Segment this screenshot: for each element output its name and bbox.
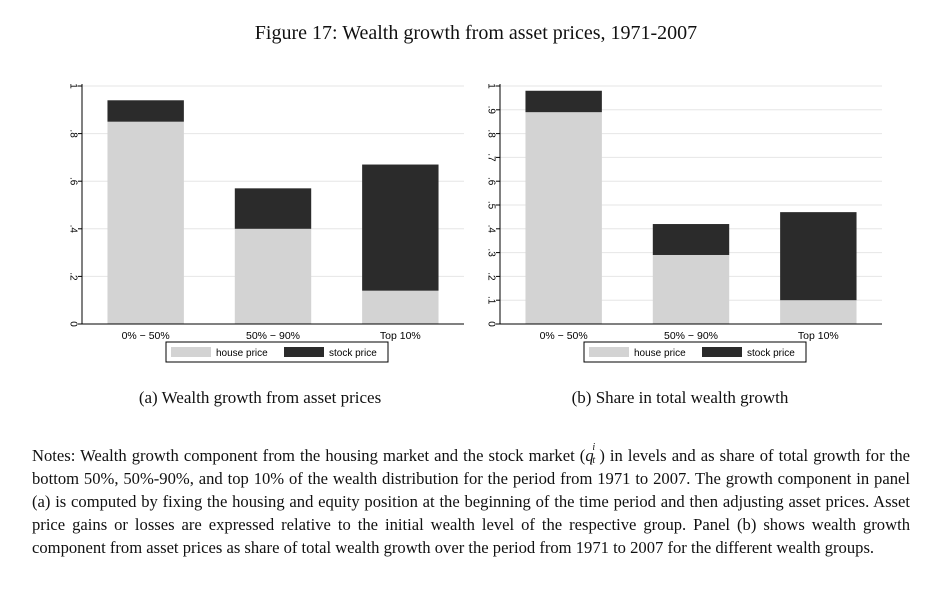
legend-label-stock: stock price <box>747 348 795 359</box>
y-tick-label: .9 <box>485 106 496 115</box>
y-tick-label: .2 <box>485 272 496 281</box>
legend-box <box>583 341 807 363</box>
chart-a: 0% − 50% 50% − 90% Top 10% 0 .2 .4 .6 .8 1 house … <box>67 83 464 363</box>
notes-text-end: ) in levels and as share of total growth… <box>32 446 910 557</box>
y-tick-label: .1 <box>485 296 496 305</box>
x-tick-label: Top 10% <box>798 330 839 342</box>
y-tick-label: .2 <box>67 272 78 281</box>
x-tick-label: 50% − 90% <box>664 330 718 342</box>
panel-a: 0% − 50% 50% − 90% Top 10% 0 .2 .4 .6 .8 1 house … <box>46 78 466 374</box>
bar-house-1 <box>234 228 312 324</box>
bar-stock-1 <box>234 188 312 229</box>
x-tick-label: 0% − 50% <box>122 330 170 342</box>
q-symbol-sup: i <box>592 442 596 453</box>
legend-swatch-house <box>171 347 211 357</box>
x-tick-label: 0% − 50% <box>540 330 588 342</box>
x-tick-label: 50% − 90% <box>246 330 300 342</box>
bar-stock-2 <box>780 212 857 301</box>
y-tick-label: .5 <box>485 201 496 210</box>
legend-swatch-stock <box>284 347 324 357</box>
bar-house-1 <box>652 254 730 324</box>
y-tick-label: 0 <box>485 321 496 327</box>
legend-swatch-house <box>589 347 629 357</box>
legend-label-house: house price <box>216 348 268 359</box>
y-tick-label: 1 <box>67 83 78 89</box>
y-tick-label: .8 <box>485 129 496 138</box>
figure-title: Figure 17: Wealth growth from asset pric… <box>254 22 698 44</box>
legend: house price stock price <box>583 341 807 363</box>
notes: Notes: Wealth growth component from the … <box>32 442 910 559</box>
y-tick-label: .7 <box>485 153 496 162</box>
legend-box <box>165 341 389 363</box>
bar-house-2 <box>362 290 439 324</box>
y-tick-label: .4 <box>485 225 496 234</box>
bar-house-0 <box>107 121 184 324</box>
bar-stock-1 <box>652 224 730 255</box>
y-tick-label: 0 <box>67 321 78 327</box>
bar-stock-0 <box>525 90 602 113</box>
bar-stock-0 <box>107 100 184 122</box>
y-tick-label: 1 <box>485 83 496 89</box>
legend-label-stock: stock price <box>329 348 377 359</box>
legend: house price stock price <box>165 341 389 363</box>
bar-stock-2 <box>362 164 439 291</box>
q-symbol-base: q <box>585 446 594 465</box>
y-tick-label: .4 <box>67 225 78 234</box>
legend-label-house: house price <box>634 348 686 359</box>
y-tick-label: .8 <box>67 129 78 138</box>
y-tick-label: .6 <box>485 177 496 186</box>
notes-text-start: Notes: Wealth growth component from the … <box>32 446 586 465</box>
y-tick-label: .6 <box>67 177 78 186</box>
bar-house-2 <box>780 300 857 324</box>
y-tick-label: .3 <box>485 248 496 257</box>
caption-b: (b) Share in total wealth growth <box>571 388 789 407</box>
q-symbol-sub: t <box>592 455 596 466</box>
bar-house-0 <box>525 112 602 325</box>
x-tick-label: Top 10% <box>380 330 421 342</box>
chart-b: 0% − 50% 50% − 90% Top 10% 0 .1 .2 .3 .4 .5 .6 .7.… <box>485 83 882 363</box>
panel-b: 0% − 50% 50% − 90% Top 10% 0 .1 .2 .3 .4 .5 .6 .7.… <box>464 78 884 374</box>
legend-swatch-stock <box>702 347 742 357</box>
caption-a: (a) Wealth growth from asset prices <box>138 388 382 407</box>
